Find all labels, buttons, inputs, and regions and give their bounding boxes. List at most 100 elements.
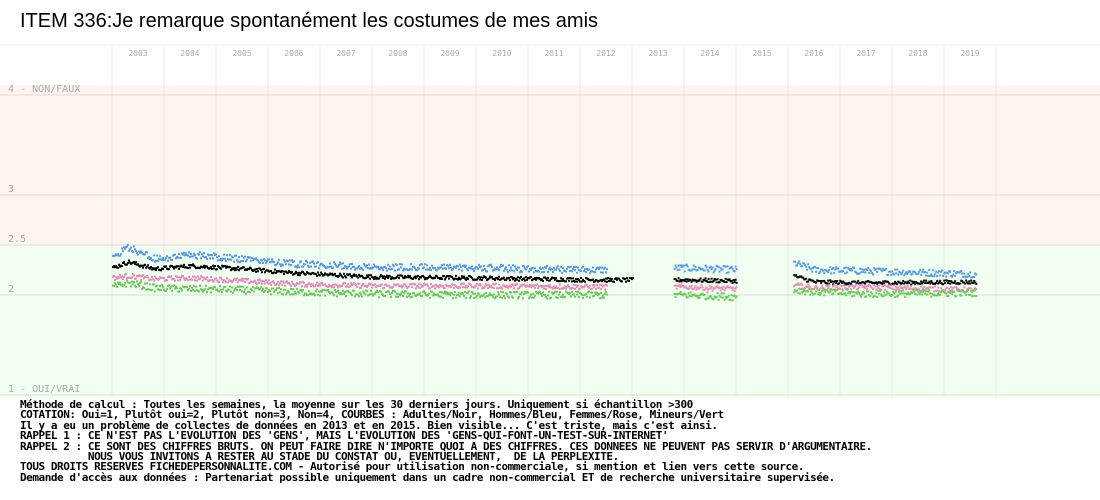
data-point xyxy=(428,292,430,295)
data-point xyxy=(441,278,443,280)
data-point xyxy=(143,277,145,280)
data-point xyxy=(385,266,387,269)
data-point xyxy=(278,284,280,287)
data-point xyxy=(850,267,853,270)
data-point xyxy=(184,279,186,281)
data-point xyxy=(731,281,734,284)
data-point xyxy=(215,253,217,256)
data-point xyxy=(919,282,922,285)
data-point xyxy=(699,286,702,289)
data-point xyxy=(402,269,404,272)
data-point xyxy=(947,282,950,284)
data-point xyxy=(532,292,534,295)
data-point xyxy=(724,296,727,298)
data-point xyxy=(276,282,278,285)
data-point xyxy=(559,283,561,286)
data-point xyxy=(224,265,226,268)
data-point xyxy=(358,273,360,276)
data-point xyxy=(263,267,265,270)
data-point xyxy=(554,278,556,281)
data-point xyxy=(632,277,634,280)
data-point xyxy=(424,263,426,266)
data-point xyxy=(273,281,275,284)
data-point xyxy=(602,285,604,288)
y-tick-label: 3 xyxy=(8,184,14,195)
data-point xyxy=(236,268,238,271)
data-point xyxy=(408,276,410,279)
data-point xyxy=(364,264,366,267)
data-point xyxy=(401,286,403,289)
data-point xyxy=(451,292,453,295)
data-point xyxy=(905,288,908,291)
data-point xyxy=(481,279,483,281)
data-point xyxy=(241,277,243,280)
data-point xyxy=(939,293,942,296)
data-point xyxy=(902,280,905,282)
data-point xyxy=(166,255,168,258)
data-point xyxy=(156,284,158,287)
data-point xyxy=(186,286,188,289)
data-point xyxy=(583,286,585,289)
data-point xyxy=(575,266,577,268)
data-point xyxy=(174,253,176,256)
data-point xyxy=(387,277,389,279)
data-point xyxy=(243,290,245,293)
data-point xyxy=(454,277,456,280)
data-point xyxy=(259,278,261,281)
data-point xyxy=(343,292,345,295)
data-point xyxy=(830,272,833,275)
data-point xyxy=(202,255,204,258)
data-point xyxy=(530,276,532,279)
data-point xyxy=(429,296,431,299)
data-point xyxy=(601,284,603,287)
data-point xyxy=(434,267,436,269)
data-point xyxy=(689,286,692,289)
data-point xyxy=(603,278,605,281)
data-point xyxy=(814,292,817,295)
data-point xyxy=(604,288,606,291)
data-point xyxy=(169,256,171,259)
data-point xyxy=(341,267,343,270)
data-point xyxy=(953,281,956,284)
data-point xyxy=(929,274,932,277)
data-point xyxy=(524,279,526,282)
data-point xyxy=(534,267,536,270)
data-point xyxy=(549,284,551,287)
data-point xyxy=(226,290,228,293)
data-point xyxy=(721,268,724,271)
data-point xyxy=(279,263,281,266)
data-point xyxy=(836,280,839,282)
data-point xyxy=(561,279,563,282)
data-point xyxy=(953,270,956,273)
data-point xyxy=(601,266,603,269)
data-point xyxy=(173,278,175,281)
data-point xyxy=(826,282,829,285)
data-point xyxy=(544,293,546,296)
data-point xyxy=(293,293,295,296)
data-point xyxy=(547,276,549,279)
data-point xyxy=(585,292,587,295)
data-point xyxy=(542,285,544,287)
data-point xyxy=(134,248,136,251)
data-point xyxy=(508,296,510,299)
data-point xyxy=(829,266,832,269)
data-point xyxy=(360,286,362,289)
data-point xyxy=(196,257,198,260)
data-point xyxy=(878,284,881,287)
data-point xyxy=(232,268,234,271)
data-point xyxy=(142,274,144,277)
data-point xyxy=(254,279,256,282)
data-point xyxy=(235,278,237,281)
data-point xyxy=(546,279,548,282)
data-point xyxy=(936,294,939,297)
data-point xyxy=(723,281,726,283)
data-point xyxy=(710,296,713,299)
data-point xyxy=(423,282,425,285)
data-point xyxy=(923,289,926,292)
data-point xyxy=(726,265,729,268)
x-tick-label: 2008 xyxy=(388,49,407,58)
data-point xyxy=(826,288,829,291)
data-point xyxy=(892,288,895,291)
data-point xyxy=(575,278,577,281)
data-point xyxy=(864,282,867,285)
